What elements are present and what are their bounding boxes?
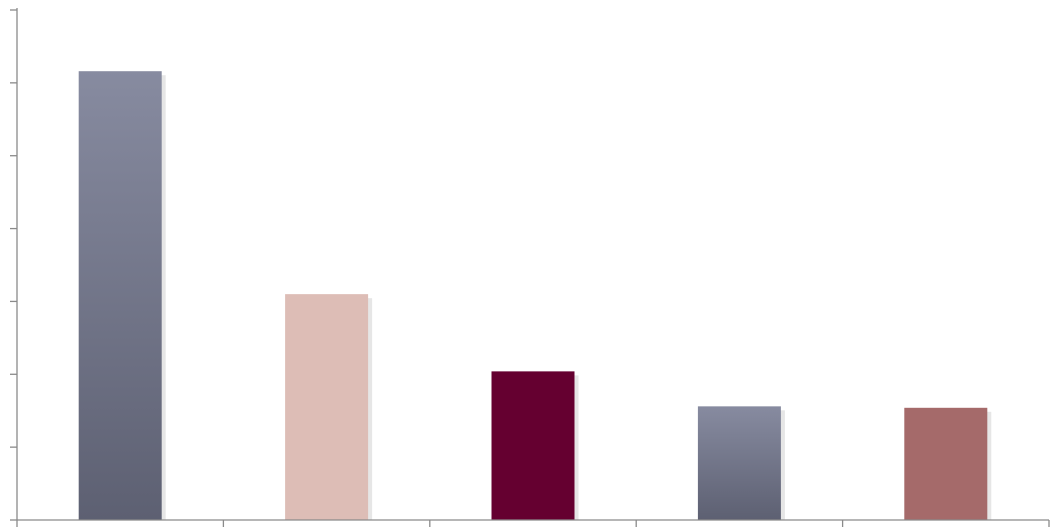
axes-layer — [10, 8, 1050, 527]
bar-2 — [285, 294, 369, 520]
bar-3 — [491, 371, 575, 520]
bar-5 — [904, 407, 988, 520]
bar-4 — [697, 406, 781, 520]
bar-1 — [78, 71, 162, 520]
bars-layer — [78, 71, 992, 520]
